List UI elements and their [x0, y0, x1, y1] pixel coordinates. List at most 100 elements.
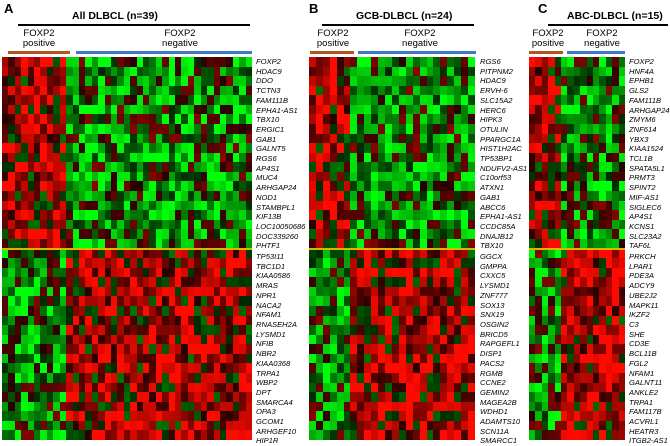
panel-title: ABC-DLBCL (n=15) — [567, 10, 663, 22]
gene-label: KCNS1 — [629, 221, 655, 231]
positive-group-bar — [310, 51, 354, 54]
gene-label: EPHA1-AS1 — [256, 105, 298, 115]
gene-label: ABCC6 — [480, 202, 506, 212]
positive-group-label: FOXP2 positive — [316, 28, 350, 49]
gene-label: MRAS — [256, 281, 278, 291]
gene-label: GAB1 — [256, 134, 277, 144]
gene-label: ERVH-6 — [480, 86, 508, 96]
gene-label: ACVRL1 — [629, 417, 659, 427]
gene-label: RGS6 — [480, 57, 501, 66]
gene-label: NFIB — [256, 339, 274, 349]
gene-label: DISP1 — [480, 349, 502, 359]
gene-label: SMARCA4 — [256, 397, 293, 407]
gene-label: OPA3 — [256, 407, 276, 417]
gene-label: NPR1 — [256, 290, 277, 300]
gene-label: PRKCH — [629, 252, 656, 262]
gene-label: FAM117B — [629, 407, 662, 417]
gene-label: UBE2J2 — [629, 290, 657, 300]
gene-label: ATXN1 — [480, 183, 504, 193]
panel-letter: C — [538, 1, 548, 16]
gene-label: ARHGAP24 — [629, 105, 670, 115]
gene-label: CCDC85A — [480, 221, 516, 231]
gene-label: SIGLEC6 — [629, 202, 662, 212]
negative-group-label: FOXP2 negative — [162, 28, 198, 49]
gene-label: TBC1D1 — [256, 261, 286, 271]
gene-label: BRICD5 — [480, 329, 508, 339]
cluster-split-line — [529, 248, 625, 250]
gene-label: PACS2 — [480, 358, 505, 368]
gene-label: PRMT3 — [629, 173, 655, 183]
gene-label: SLC15A2 — [480, 95, 513, 105]
panel-title: All DLBCL (n=39) — [72, 10, 158, 22]
gene-label: LYSMD1 — [256, 329, 286, 339]
gene-label: FGL2 — [629, 358, 648, 368]
gene-label: NDUFV2-AS1 — [480, 163, 528, 173]
gene-label: STAMBPL1 — [256, 202, 296, 212]
gene-label: ZNF614 — [629, 124, 657, 134]
cluster-split-line — [2, 248, 252, 250]
gene-label: SOX13 — [480, 300, 505, 310]
title-rule — [548, 24, 668, 26]
gene-label: TAF6L — [629, 241, 652, 251]
gene-label: ARHGEF10 — [256, 426, 297, 436]
gene-label: GGCX — [480, 252, 503, 262]
gene-label: KIAA0586 — [256, 271, 291, 281]
title-rule — [322, 24, 474, 26]
gene-label: KIAA1524 — [629, 144, 664, 154]
gene-label: MAPK11 — [629, 300, 659, 310]
gene-label: GALNT5 — [256, 144, 286, 154]
gene-label: LYSMD1 — [480, 281, 510, 291]
gene-label: SMARCC1 — [480, 436, 518, 446]
gene-label: GLS2 — [629, 86, 649, 96]
gene-label: MIF-AS1 — [629, 192, 659, 202]
gene-label: DDO — [256, 76, 273, 86]
gene-label: TCL1B — [629, 154, 653, 164]
title-rule — [18, 24, 250, 26]
gene-label: CD3E — [629, 339, 650, 349]
gene-label: HDAC9 — [256, 66, 282, 76]
gene-label: PDE3A — [629, 271, 654, 281]
gene-label: MUC4 — [256, 173, 278, 183]
gene-label: MAGEA2B — [480, 397, 517, 407]
positive-group-bar — [529, 51, 563, 54]
gene-label: NFAM1 — [629, 368, 655, 378]
gene-list: FOXP2 HNF4A EPHB1 GLS2 FAM111B ARHGAP24 ZMYM6 Z… — [629, 57, 670, 446]
gene-label: RGMB — [480, 368, 503, 378]
heatmap — [529, 57, 625, 440]
gene-label: GAB1 — [480, 192, 501, 202]
gene-label: OSGIN2 — [480, 319, 509, 329]
gene-label: ADCY9 — [629, 281, 655, 291]
gene-label: ZMYM6 — [629, 115, 656, 125]
gene-label: RGS6 — [256, 154, 277, 164]
gene-label: HIST1H2AC — [480, 144, 522, 154]
heatmap — [2, 57, 252, 440]
gene-label: SCN11A — [480, 426, 509, 436]
gene-label: PHTF1 — [256, 241, 281, 251]
gene-label: TCTN3 — [256, 86, 281, 96]
positive-group-label: FOXP2 positive — [22, 28, 56, 49]
gene-label: TBX10 — [256, 115, 280, 125]
gene-label: LPAR1 — [629, 261, 653, 271]
gene-label: HNF4A — [629, 66, 654, 76]
gene-label: CXXC5 — [480, 271, 506, 281]
negative-group-bar — [567, 51, 625, 54]
gene-label: RNASEH2A — [256, 319, 297, 329]
gene-label: ARHGAP24 — [256, 183, 297, 193]
gene-label: EPHB1 — [629, 76, 654, 86]
positive-group-bar — [8, 51, 70, 54]
positive-group-label: FOXP2 positive — [531, 28, 565, 49]
gene-label: SLC23A2 — [629, 231, 662, 241]
gene-label: FAM111B — [256, 95, 289, 105]
panel-letter: A — [4, 1, 14, 16]
panel-title: GCB-DLBCL (n=24) — [356, 10, 453, 22]
gene-label: DOC339260 — [256, 231, 299, 241]
gene-label: HIPK3 — [480, 115, 502, 125]
gene-label: LOC10050686 — [256, 221, 306, 231]
gene-label: WDHD1 — [480, 407, 508, 417]
gene-label: NBR2 — [256, 349, 277, 359]
gene-label: HIP1R — [256, 436, 279, 446]
gene-label: SPATA5L1 — [629, 163, 665, 173]
gene-list: RGS6 PITPNM2 HDAC9 ERVH-6 SLC15A2 HERC6 HIPK3 O… — [480, 57, 527, 446]
gene-label: SNX19 — [480, 310, 505, 320]
gene-label: AP4S1 — [629, 212, 653, 222]
